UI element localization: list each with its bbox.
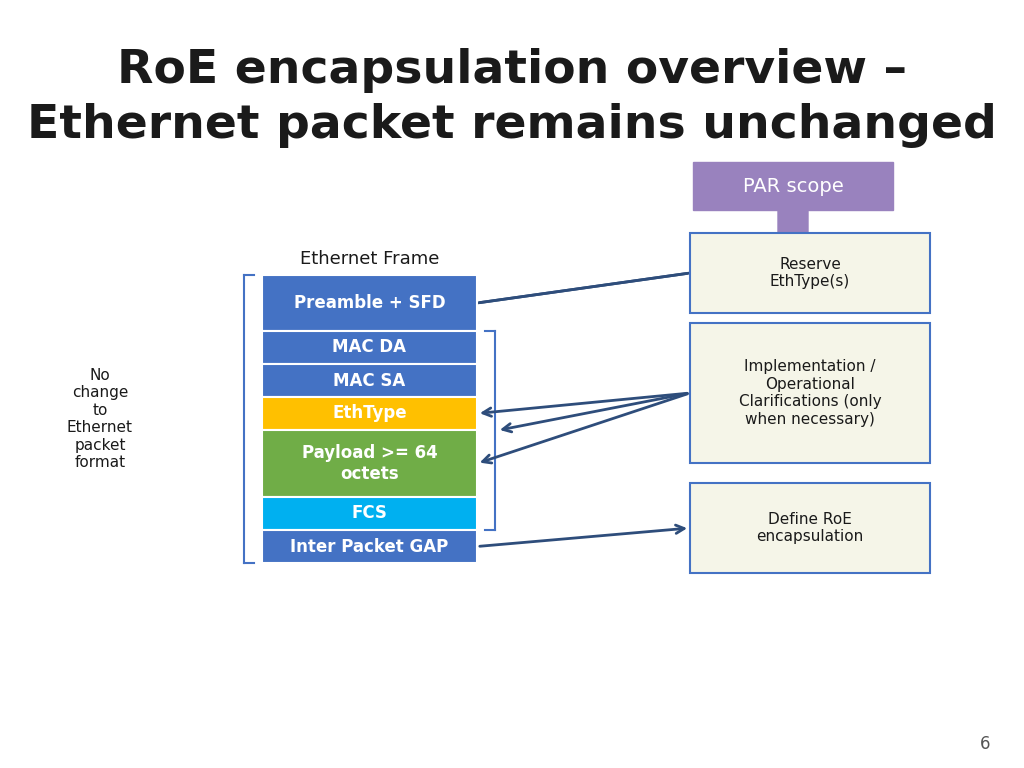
Bar bbox=[262, 530, 477, 563]
Text: Reserve
EthType(s): Reserve EthType(s) bbox=[770, 257, 850, 290]
Bar bbox=[690, 483, 930, 573]
Bar bbox=[262, 364, 477, 397]
FancyArrow shape bbox=[766, 210, 820, 260]
Bar bbox=[262, 497, 477, 530]
Text: 6: 6 bbox=[980, 735, 990, 753]
Text: Implementation /
Operational
Clarifications (only
when necessary): Implementation / Operational Clarificati… bbox=[738, 359, 882, 426]
Text: MAC DA: MAC DA bbox=[333, 339, 407, 356]
Text: No
change
to
Ethernet
packet
format: No change to Ethernet packet format bbox=[67, 368, 133, 470]
Text: Ethernet packet remains unchanged: Ethernet packet remains unchanged bbox=[27, 103, 997, 148]
Bar bbox=[690, 233, 930, 313]
Text: MAC SA: MAC SA bbox=[334, 372, 406, 389]
Text: Define RoE
encapsulation: Define RoE encapsulation bbox=[757, 511, 863, 545]
Bar bbox=[262, 430, 477, 497]
Text: Ethernet Frame: Ethernet Frame bbox=[300, 250, 439, 268]
Text: Preamble + SFD: Preamble + SFD bbox=[294, 294, 445, 312]
Text: Payload >= 64
octets: Payload >= 64 octets bbox=[302, 444, 437, 483]
Text: EthType: EthType bbox=[332, 405, 407, 422]
Bar bbox=[693, 162, 893, 210]
Text: RoE encapsulation overview –: RoE encapsulation overview – bbox=[117, 48, 907, 93]
Bar bbox=[690, 323, 930, 463]
Text: PAR scope: PAR scope bbox=[742, 177, 844, 196]
Bar bbox=[262, 275, 477, 331]
Text: FCS: FCS bbox=[351, 505, 387, 522]
Text: Inter Packet GAP: Inter Packet GAP bbox=[291, 538, 449, 555]
Bar bbox=[262, 331, 477, 364]
Bar bbox=[262, 397, 477, 430]
